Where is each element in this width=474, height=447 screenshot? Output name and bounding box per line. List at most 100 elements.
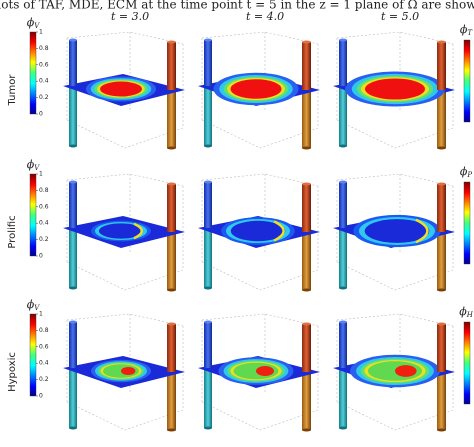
axis-box [336,31,454,149]
vessel [339,88,347,146]
colorbar [463,181,471,265]
colorbar-tick-label: 0.2 [39,94,49,101]
vessel [204,370,212,428]
vessel [204,88,212,146]
vessel [302,324,311,372]
vessel-cap [302,182,311,186]
axis-box [201,173,319,291]
subscript: H [466,311,474,319]
vessel [302,370,311,430]
caption: plots of TAF, MDE, ECM at the time point… [0,0,474,12]
vessel [167,230,176,290]
colorbar-tick-label: 0.4 [39,360,49,367]
column-header: t = 3.0 [111,10,149,23]
subscript: V [34,22,40,30]
vessel-cap [302,288,311,292]
panel [63,313,185,432]
vessel-cap [437,182,446,186]
axis-box [66,313,184,431]
vessel [167,42,176,90]
vessel-cap [167,428,176,432]
vessel-cap [167,182,176,186]
field-contour [102,224,140,238]
vessel-cap [302,322,311,326]
vessel-cap [339,180,347,184]
vessel-cap [204,320,212,324]
vessel [437,88,446,148]
vessel [302,230,311,290]
vessel-cap [69,320,77,324]
vessel [69,322,77,368]
vessel [69,182,77,228]
vessel-cap [437,428,446,432]
vessel-cap [69,286,77,290]
vessel-cap [339,144,347,148]
panel [198,31,320,150]
panel [63,31,185,150]
vessel [167,370,176,430]
axis-box [201,31,319,149]
panel [333,173,455,292]
panel [333,31,455,150]
subscript: P [466,171,472,179]
vessel-cap [167,146,176,150]
field-contour [235,222,281,240]
column-header: t = 5.0 [381,10,419,23]
vessel [339,182,347,228]
colorbar [29,173,37,257]
symbol: ϕ [460,165,468,178]
colorbar [463,321,471,405]
colorbar-tick-label: 0.8 [39,45,49,52]
vessel-cap [302,146,311,150]
vessel-cap [204,286,212,290]
colorbar-tick-label: 0.2 [39,376,49,383]
vessel-cap [437,288,446,292]
vessel-cap [167,322,176,326]
vessel-cap [339,38,347,42]
colorbar-tick-label: 1 [39,171,43,178]
vessel-cap [69,38,77,42]
vessel-cap [69,144,77,148]
colorbar-tick-label: 0 [39,111,43,118]
symbol: ϕ [27,298,35,311]
colorbar [463,39,471,123]
vessel [69,370,77,428]
vessel [204,40,212,86]
field-contour [365,78,425,100]
vessel-cap [204,144,212,148]
colorbar [29,31,37,115]
colorbar-tick-label: 0.6 [39,61,49,68]
vessel [302,88,311,148]
axis-box [66,31,184,149]
colorbar-label: ϕV [27,16,41,30]
vessel [339,322,347,368]
colorbar-tick-label: 0.4 [39,220,49,227]
vessel-cap [339,286,347,290]
vessel-cap [204,426,212,430]
axis-box [336,313,454,431]
vessel [302,184,311,232]
vessel-cap [69,426,77,430]
vessel-cap [302,428,311,432]
colorbar-tick-label: 0.8 [39,327,49,334]
column-header: t = 4.0 [246,10,284,23]
vessel-cap [339,320,347,324]
vessel-cap [204,38,212,42]
colorbar-label: ϕV [27,158,41,172]
panel [63,173,185,292]
field-contour [230,79,282,99]
vessel [167,88,176,148]
field-contour [133,222,144,240]
vessel-cap [167,40,176,44]
vessel-cap [69,180,77,184]
colorbar-label: ϕH [459,305,474,319]
vessel-cap [437,146,446,150]
row-label: Tumor [7,74,18,107]
panel [198,173,320,292]
vessel-cap [204,180,212,184]
field-contour [256,366,274,376]
field-contour [100,81,142,97]
vessel [437,42,446,90]
vessel-cap [339,426,347,430]
